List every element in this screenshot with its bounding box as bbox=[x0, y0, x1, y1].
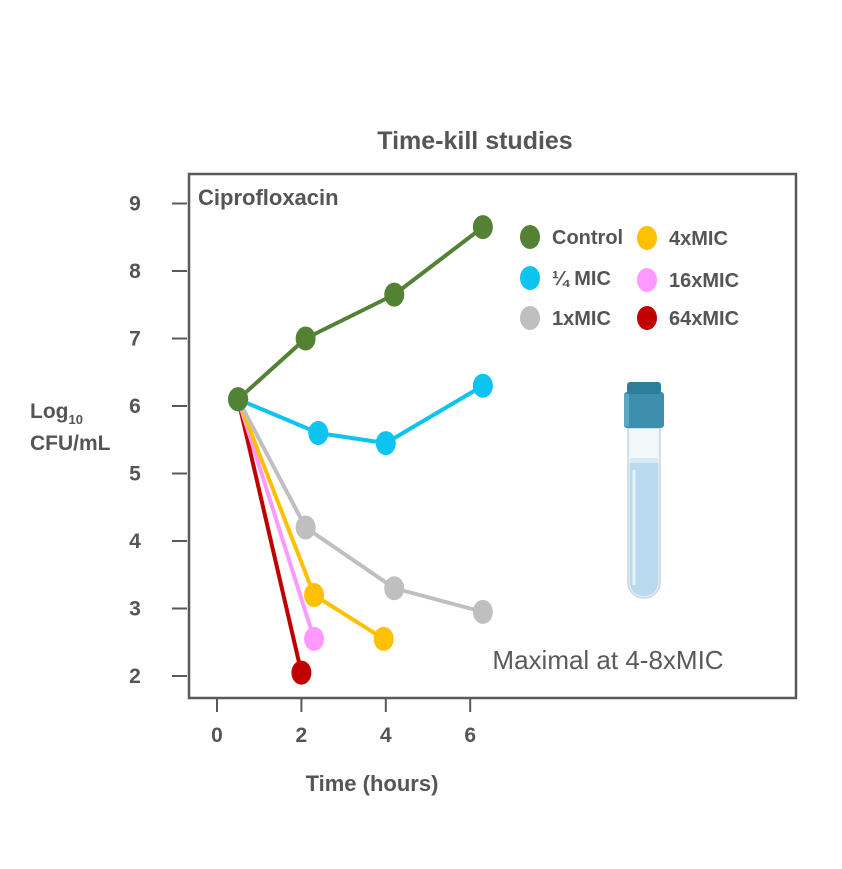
data-point bbox=[373, 626, 394, 651]
data-point bbox=[375, 431, 396, 456]
data-point bbox=[295, 515, 316, 540]
x-axis-label: Time (hours) bbox=[306, 771, 439, 796]
x-axis-ticks: 0 2 4 6 bbox=[211, 699, 476, 747]
x-tick-label: 6 bbox=[464, 724, 476, 747]
panel-label: Ciprofloxacin bbox=[198, 185, 339, 210]
data-point bbox=[295, 326, 316, 351]
legend-marker bbox=[637, 226, 657, 250]
legend-marker bbox=[520, 306, 540, 330]
legend-label: Control bbox=[552, 227, 623, 249]
y-label-line2: CFU/mL bbox=[30, 432, 111, 455]
x-tick-label: 4 bbox=[380, 724, 392, 747]
legend-marker bbox=[520, 225, 540, 249]
legend-item: ¼ MIC bbox=[520, 266, 611, 290]
series-line bbox=[237, 384, 484, 446]
series-lines bbox=[236, 225, 485, 674]
series-line bbox=[236, 225, 485, 401]
y-axis-label: Log10 CFU/mL bbox=[30, 400, 111, 455]
data-point bbox=[472, 373, 493, 398]
data-point bbox=[308, 421, 329, 445]
series-line bbox=[236, 398, 484, 614]
legend: Control ¼ MIC 1xMIC 4xMIC 16xMIC 64xMIC bbox=[520, 225, 739, 330]
data-point bbox=[304, 626, 325, 651]
series-points bbox=[228, 215, 493, 685]
y-tick-label: 4 bbox=[129, 530, 141, 553]
legend-label: 16xMIC bbox=[669, 270, 739, 292]
legend-item: 4xMIC bbox=[637, 226, 728, 250]
chart-title: Time-kill studies bbox=[377, 127, 572, 155]
y-tick-label: 3 bbox=[129, 598, 141, 621]
y-label-subscript: 10 bbox=[68, 412, 82, 427]
legend-marker bbox=[520, 266, 540, 290]
y-tick-label: 6 bbox=[129, 395, 141, 418]
y-tick-label: 7 bbox=[129, 328, 141, 351]
legend-marker bbox=[637, 306, 657, 330]
data-point bbox=[304, 583, 325, 607]
plot-frame bbox=[187, 172, 798, 700]
y-tick-label: 9 bbox=[129, 193, 141, 216]
data-point bbox=[472, 215, 493, 240]
legend-item: 16xMIC bbox=[637, 268, 739, 292]
legend-item: 1xMIC bbox=[520, 306, 611, 330]
series-line bbox=[236, 398, 316, 640]
legend-label: 1xMIC bbox=[552, 308, 611, 330]
svg-text:Log10: Log10 bbox=[30, 400, 83, 427]
x-tick-label: 0 bbox=[211, 724, 223, 747]
legend-label: ¼ MIC bbox=[552, 268, 611, 290]
data-point bbox=[384, 282, 405, 307]
legend-item: 64xMIC bbox=[637, 306, 739, 330]
y-tick-label: 2 bbox=[129, 665, 141, 688]
x-tick-label: 2 bbox=[296, 724, 308, 747]
legend-label: 64xMIC bbox=[669, 308, 739, 330]
series-line bbox=[236, 398, 304, 674]
y-axis-ticks: 2 3 4 5 6 7 8 9 bbox=[129, 193, 187, 688]
legend-label: 4xMIC bbox=[669, 228, 728, 250]
legend-marker bbox=[637, 268, 657, 292]
test-tube-icon bbox=[624, 382, 664, 599]
legend-item: Control bbox=[520, 225, 623, 249]
y-tick-label: 5 bbox=[129, 463, 141, 486]
annotation: Maximal at 4-8xMIC bbox=[492, 645, 723, 675]
data-point bbox=[384, 576, 405, 601]
y-label-log: Log bbox=[30, 400, 68, 423]
data-point bbox=[472, 599, 493, 624]
data-point bbox=[228, 387, 249, 412]
y-tick-label: 8 bbox=[129, 260, 141, 283]
data-point bbox=[291, 660, 312, 685]
